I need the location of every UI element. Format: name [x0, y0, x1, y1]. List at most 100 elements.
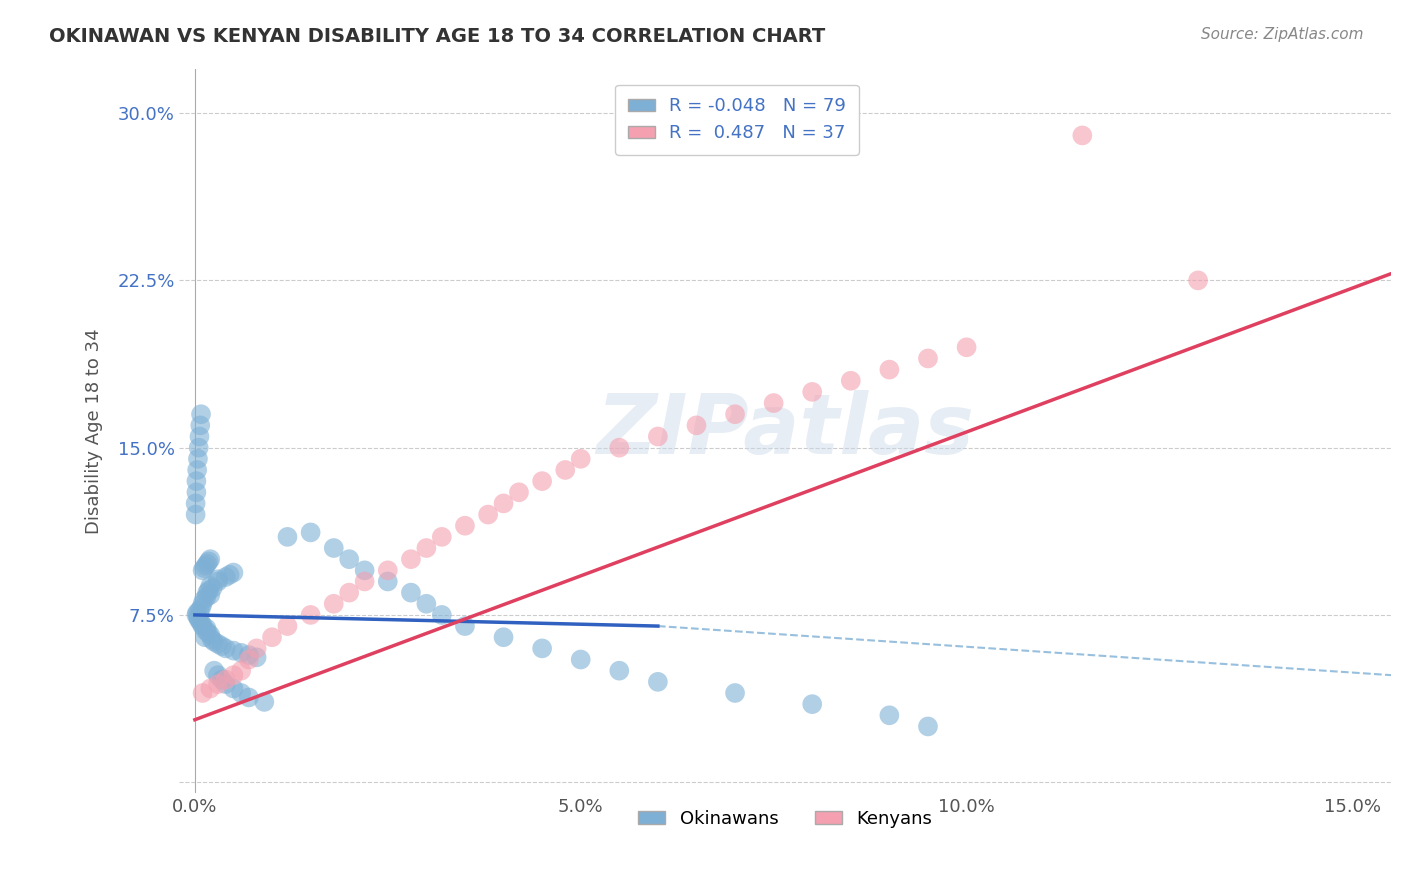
Point	[193, 561, 215, 575]
Point	[215, 570, 238, 584]
Point	[195, 621, 218, 635]
Point	[197, 554, 219, 568]
Point	[191, 563, 214, 577]
Point	[207, 677, 229, 691]
Point	[477, 508, 499, 522]
Point	[647, 429, 669, 443]
Point	[207, 637, 229, 651]
Point	[322, 541, 344, 555]
Point	[211, 639, 233, 653]
Text: Source: ZipAtlas.com: Source: ZipAtlas.com	[1201, 27, 1364, 42]
Point	[724, 407, 747, 421]
Point	[377, 574, 399, 589]
Point	[186, 607, 208, 622]
Point	[222, 566, 245, 580]
Point	[430, 607, 453, 622]
Point	[531, 474, 554, 488]
Point	[187, 610, 209, 624]
Point	[353, 563, 375, 577]
Point	[415, 597, 437, 611]
Point	[454, 619, 477, 633]
Point	[260, 630, 283, 644]
Point	[879, 362, 901, 376]
Point	[200, 588, 222, 602]
Point	[569, 451, 592, 466]
Point	[215, 641, 238, 656]
Point	[801, 384, 824, 399]
Text: OKINAWAN VS KENYAN DISABILITY AGE 18 TO 34 CORRELATION CHART: OKINAWAN VS KENYAN DISABILITY AGE 18 TO …	[49, 27, 825, 45]
Point	[607, 664, 630, 678]
Point	[377, 563, 399, 577]
Point	[197, 625, 219, 640]
Point	[211, 673, 233, 687]
Point	[193, 592, 215, 607]
Point	[201, 581, 224, 595]
Point	[231, 686, 253, 700]
Point	[187, 612, 209, 626]
Point	[299, 525, 322, 540]
Point	[186, 463, 208, 477]
Point	[231, 664, 253, 678]
Point	[1187, 273, 1209, 287]
Point	[190, 601, 212, 615]
Point	[917, 351, 939, 366]
Point	[207, 572, 229, 586]
Point	[186, 485, 208, 500]
Point	[246, 650, 269, 665]
Point	[917, 719, 939, 733]
Y-axis label: Disability Age 18 to 34: Disability Age 18 to 34	[86, 328, 103, 533]
Point	[276, 530, 298, 544]
Point	[202, 664, 225, 678]
Point	[194, 558, 217, 573]
Point	[188, 429, 211, 443]
Point	[207, 574, 229, 589]
Point	[238, 652, 260, 666]
Point	[879, 708, 901, 723]
Point	[195, 585, 218, 599]
Point	[187, 441, 209, 455]
Point	[194, 624, 217, 638]
Point	[188, 603, 211, 617]
Point	[200, 579, 222, 593]
Point	[399, 585, 422, 599]
Point	[554, 463, 576, 477]
Point	[194, 630, 217, 644]
Point	[202, 634, 225, 648]
Point	[201, 632, 224, 647]
Point	[415, 541, 437, 555]
Point	[492, 630, 515, 644]
Point	[186, 474, 208, 488]
Point	[430, 530, 453, 544]
Point	[1071, 128, 1094, 143]
Point	[215, 677, 238, 691]
Point	[184, 496, 207, 510]
Point	[200, 628, 222, 642]
Point	[188, 615, 211, 629]
Point	[184, 508, 207, 522]
Point	[492, 496, 515, 510]
Point	[253, 695, 276, 709]
Point	[218, 567, 240, 582]
Point	[454, 518, 477, 533]
Point	[801, 697, 824, 711]
Point	[685, 418, 707, 433]
Point	[299, 607, 322, 622]
Point	[188, 418, 211, 433]
Point	[191, 597, 214, 611]
Point	[569, 652, 592, 666]
Point	[200, 552, 222, 566]
Point	[238, 648, 260, 662]
Point	[215, 673, 238, 687]
Point	[353, 574, 375, 589]
Point	[222, 681, 245, 696]
Point	[222, 668, 245, 682]
Point	[231, 646, 253, 660]
Point	[222, 643, 245, 657]
Point	[207, 668, 229, 682]
Point	[508, 485, 530, 500]
Point	[191, 686, 214, 700]
Point	[191, 619, 214, 633]
Point	[647, 674, 669, 689]
Point	[195, 590, 218, 604]
Point	[607, 441, 630, 455]
